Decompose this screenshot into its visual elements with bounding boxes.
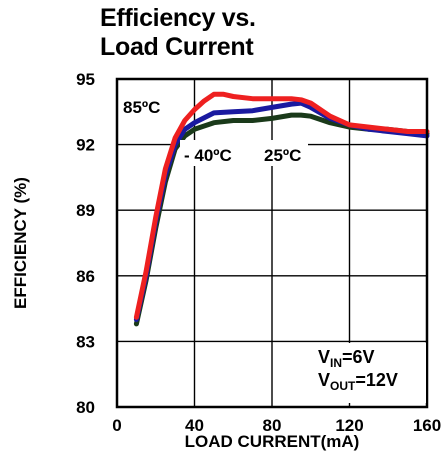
series-line — [133, 91, 430, 320]
x-tick-label: 0 — [112, 416, 121, 435]
y-tick-label: 83 — [76, 332, 95, 351]
x-tick-label: 80 — [263, 416, 282, 435]
chart-title-line-1: Efficiency vs. — [100, 4, 256, 32]
y-tick-label: 86 — [76, 267, 95, 286]
x-tick-label: 40 — [185, 416, 204, 435]
y-tick-label: 92 — [76, 136, 95, 155]
y-tick-label: 95 — [76, 70, 95, 89]
annotation-backdrop — [180, 140, 308, 166]
y-tick-label: 80 — [76, 398, 95, 417]
tick-labels: 0 40 80 120 160 80 83 86 89 92 95 — [76, 70, 441, 435]
x-tick-label: 160 — [413, 416, 441, 435]
annotation-minus40c: - 40ºC — [184, 146, 232, 165]
series-line — [133, 100, 430, 322]
vout-condition: VOUT=12V — [318, 370, 398, 393]
y-tick-label: 89 — [76, 201, 95, 220]
series-lines — [133, 91, 430, 327]
annotation-85c: 85ºC — [123, 98, 160, 117]
vin-condition: VIN=6V — [318, 347, 375, 370]
conditions-box: VIN=6V VOUT=12V — [314, 343, 426, 403]
x-tick-label: 120 — [335, 416, 363, 435]
chart-title-line-2: Load Current — [100, 33, 254, 61]
annotation-25c: 25ºC — [264, 146, 301, 165]
x-axis-label: LOAD CURRENT(mA) — [185, 432, 360, 451]
y-axis-label: EFFICIENCY (%) — [11, 177, 30, 309]
plot-frame — [115, 77, 429, 409]
